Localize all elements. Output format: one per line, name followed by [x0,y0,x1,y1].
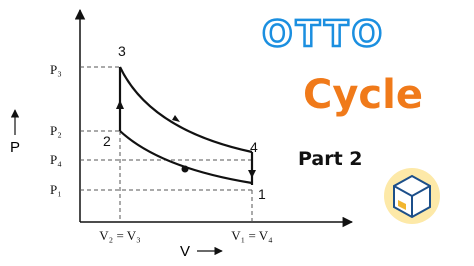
arrow [172,115,180,122]
point-label: 3 [118,43,126,59]
process-3-4 [119,66,253,154]
flow-arrows [116,100,256,178]
x-label: V₂ = V₃ [99,228,140,243]
point-label: 4 [250,139,258,155]
y-label: P₁ [50,182,62,197]
logo-edges [393,185,431,217]
x-label: V₁ = V₄ [231,228,273,243]
arrow [116,100,124,109]
process-1-2 [119,130,253,185]
y-label: P₂ [50,123,62,138]
logo-icon [384,168,440,224]
y-label: P₃ [50,62,62,77]
arrow [248,170,256,178]
point-label: 1 [258,186,266,202]
axis-title: P [10,139,20,156]
y-label: P₄ [50,152,62,167]
cycle [118,66,254,185]
axis-title: V [180,243,190,260]
axes [74,8,354,228]
subtitle: Cycle [303,72,423,118]
logo-face [398,200,406,210]
title: OTTO [262,14,385,55]
arrow [181,165,189,173]
point-label: 2 [103,133,111,149]
part-label: Part 2 [298,148,363,170]
